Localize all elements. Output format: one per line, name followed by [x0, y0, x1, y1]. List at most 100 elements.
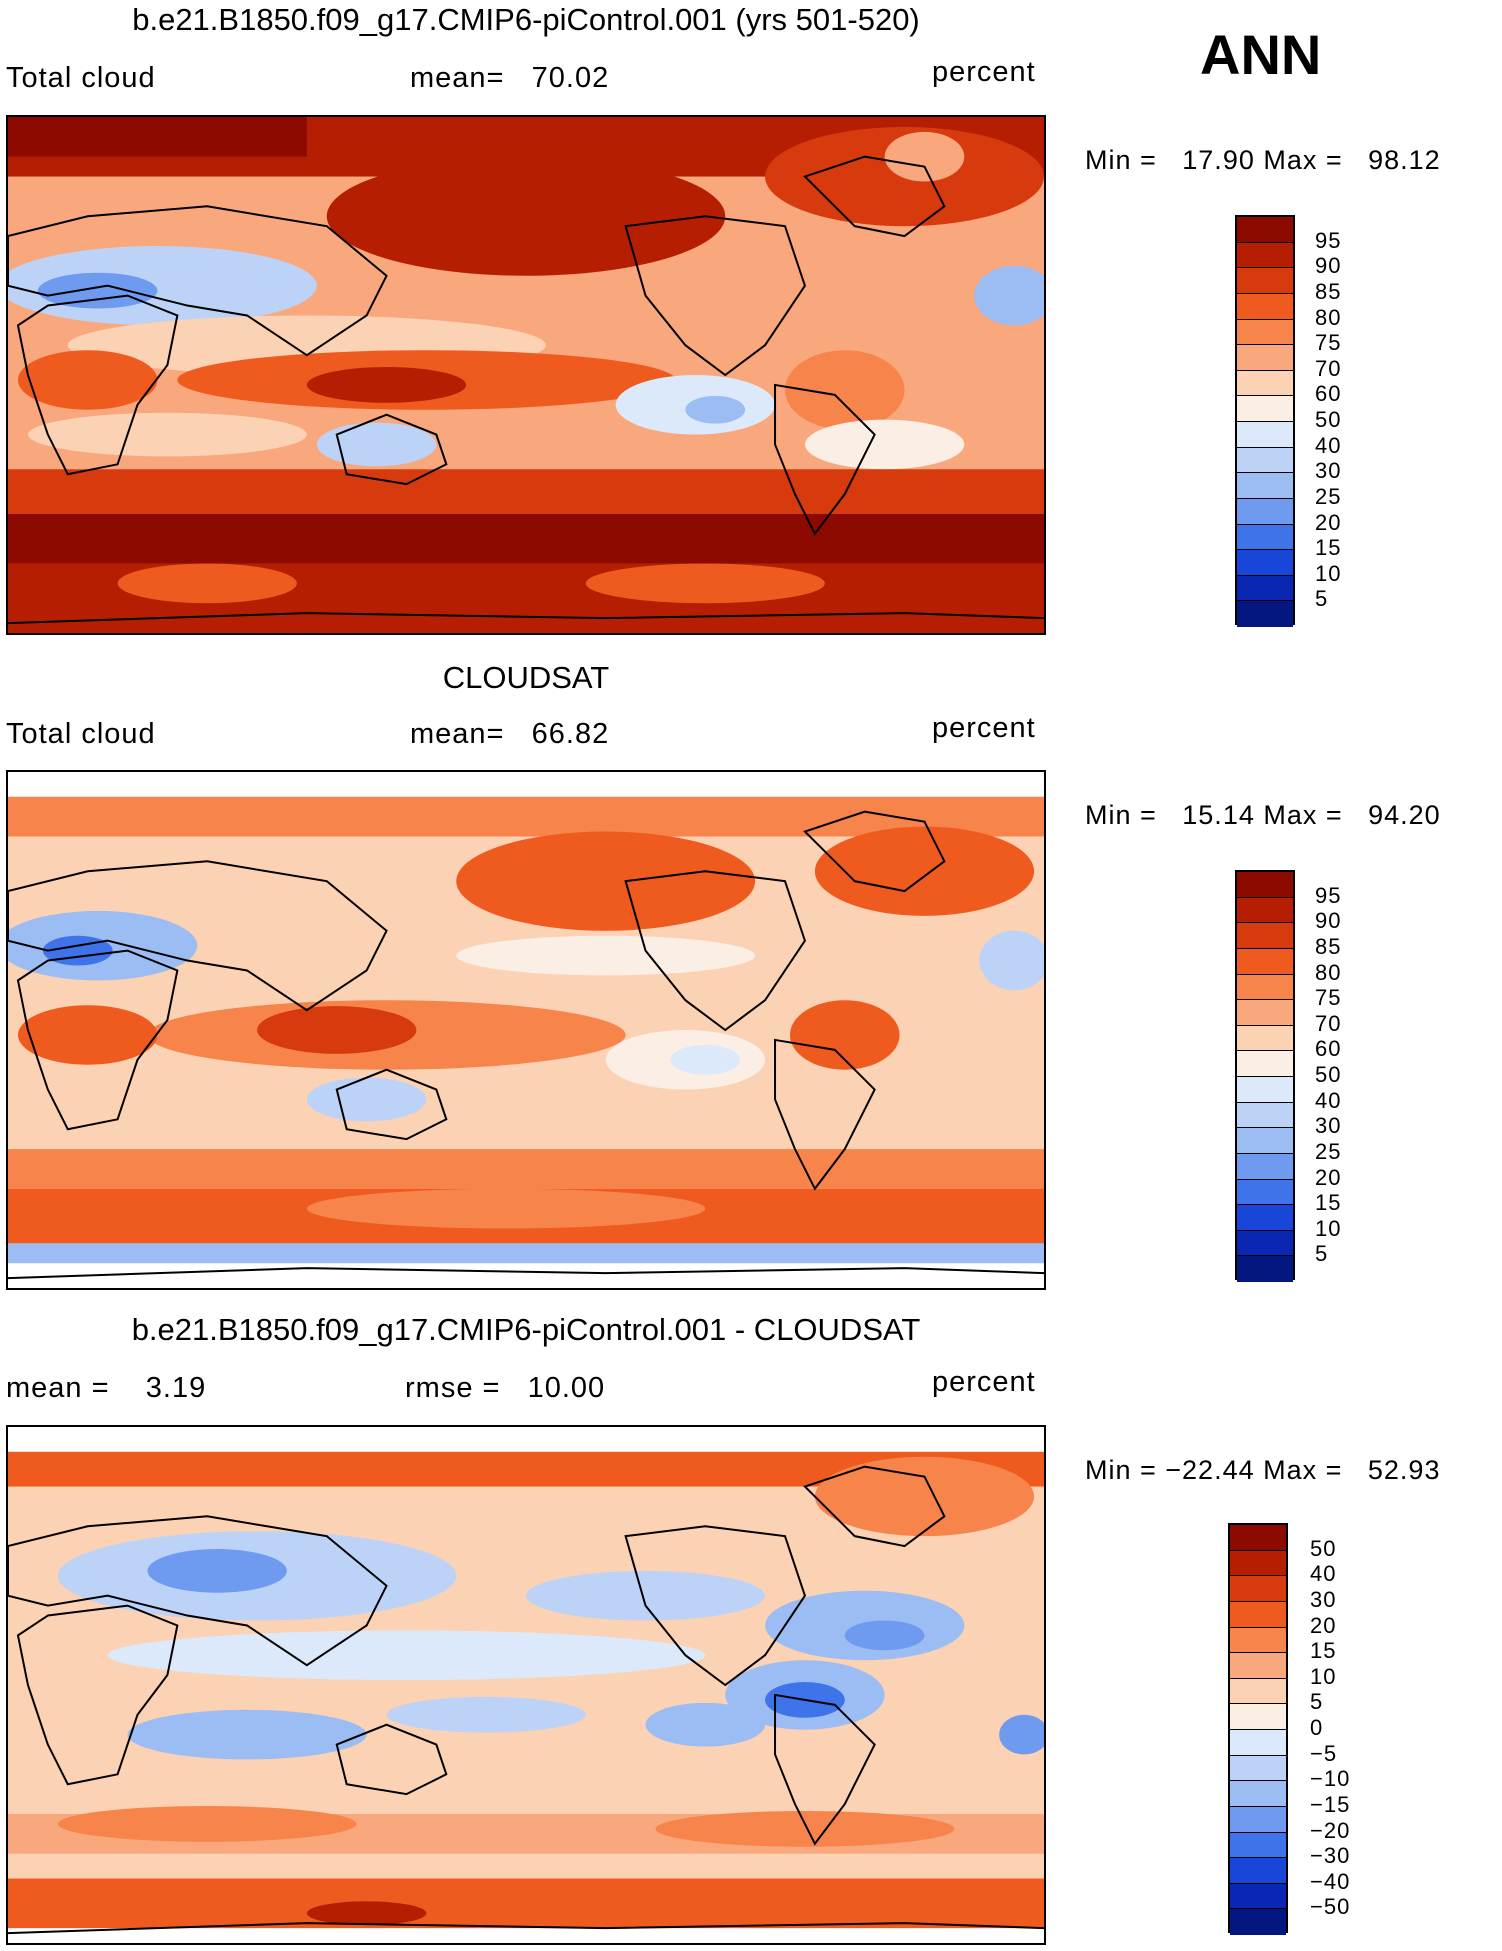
colorbar-tick-label: 50	[1315, 1062, 1342, 1087]
colorbar-swatch	[1230, 1909, 1286, 1935]
colorbar-swatch	[1237, 575, 1293, 602]
colorbar-tick-label: 30	[1310, 1586, 1337, 1612]
panel3-colorbar	[1228, 1523, 1288, 1935]
colorbar-tick-label: 70	[1315, 355, 1342, 381]
colorbar-swatch	[1237, 1051, 1293, 1077]
colorbar-swatch	[1237, 319, 1293, 346]
colorbar-swatch	[1237, 447, 1293, 474]
panel1-minmax: Min = 17.90 Max = 98.12	[1085, 145, 1441, 175]
colorbar-tick-label: 20	[1310, 1612, 1337, 1638]
colorbar-swatch	[1230, 1755, 1286, 1782]
eurasia-outline	[8, 205, 388, 357]
panel3-mean-label: mean = 3.19	[6, 1372, 207, 1404]
colorbar-swatch	[1230, 1832, 1286, 1859]
panel2-field-label: Total cloud	[6, 718, 156, 750]
colorbar-tick-label: 40	[1315, 1087, 1342, 1113]
colorbar-swatch	[1230, 1858, 1286, 1884]
colorbar-tick-label: −20	[1310, 1817, 1351, 1843]
colorbar-swatch	[1230, 1525, 1286, 1551]
panel1-field-label: Total cloud	[6, 62, 156, 94]
panel2-units-label: percent	[932, 712, 1036, 744]
colorbar-swatch	[1230, 1781, 1286, 1807]
colorbar-tick-label: 60	[1315, 381, 1342, 407]
colorbar-tick-label: 25	[1315, 483, 1342, 509]
colorbar-swatch	[1230, 1601, 1286, 1628]
colorbar-tick-label: 60	[1315, 1036, 1342, 1062]
colorbar-swatch	[1230, 1627, 1286, 1654]
colorbar-swatch	[1237, 601, 1293, 627]
colorbar-swatch	[1230, 1653, 1286, 1679]
colorbar-swatch	[1237, 1128, 1293, 1154]
colorbar-swatch	[1237, 948, 1293, 975]
panel1-units-label: percent	[932, 56, 1036, 88]
colorbar-swatch	[1237, 498, 1293, 525]
panel1-contour-map	[8, 117, 1044, 633]
colorbar-tick-label: 40	[1310, 1561, 1337, 1587]
colorbar-tick-label: 0	[1310, 1715, 1324, 1740]
greenland-outline	[803, 155, 946, 238]
colorbar-tick-label: 10	[1315, 560, 1342, 586]
colorbar-swatch	[1237, 923, 1293, 949]
colorbar-swatch	[1230, 1576, 1286, 1602]
colorbar-tick-label: 50	[1315, 407, 1342, 432]
panel2-minmax: Min = 15.14 Max = 94.20	[1085, 800, 1441, 830]
colorbar-tick-label: 20	[1315, 1164, 1342, 1190]
colorbar-tick-label: −30	[1310, 1843, 1351, 1869]
colorbar-tick-label: 80	[1315, 304, 1342, 330]
colorbar-swatch	[1237, 524, 1293, 551]
colorbar-swatch	[1237, 217, 1293, 243]
colorbar-swatch	[1237, 370, 1293, 397]
colorbar-swatch	[1237, 974, 1293, 1001]
panel2-title: CLOUDSAT	[442, 660, 610, 695]
colorbar-swatch	[1230, 1883, 1286, 1910]
colorbar-tick-label: 95	[1315, 882, 1342, 908]
colorbar-tick-label: 10	[1310, 1663, 1337, 1689]
panel2-map	[6, 770, 1046, 1290]
colorbar-tick-label: 15	[1315, 1190, 1342, 1216]
panel1-map	[6, 115, 1046, 635]
panel1-title: b.e21.B1850.f09_g17.CMIP6-piControl.001 …	[132, 2, 920, 37]
colorbar-tick-label: −40	[1310, 1868, 1351, 1894]
colorbar-tick-label: 25	[1315, 1138, 1342, 1164]
colorbar-swatch	[1237, 293, 1293, 320]
colorbar-swatch	[1230, 1730, 1286, 1756]
panel2-contour-map	[8, 796, 1044, 1280]
africa-outline	[16, 294, 179, 476]
colorbar-tick-label: 85	[1315, 933, 1342, 959]
colorbar-swatch	[1237, 473, 1293, 499]
colorbar-tick-label: 90	[1315, 253, 1342, 279]
colorbar-swatch	[1237, 396, 1293, 422]
colorbar-tick-label: −5	[1310, 1740, 1338, 1766]
colorbar-swatch	[1237, 550, 1293, 576]
colorbar-tick-label: 50	[1310, 1535, 1337, 1561]
north-america-outline	[624, 215, 807, 377]
colorbar-swatch	[1237, 1077, 1293, 1103]
colorbar-tick-label: 5	[1310, 1689, 1324, 1715]
australia-outline	[335, 413, 448, 486]
colorbar-tick-label: 90	[1315, 908, 1342, 934]
colorbar-swatch	[1237, 1205, 1293, 1231]
panel3-contour-map	[8, 1451, 1044, 1935]
colorbar-swatch	[1230, 1550, 1286, 1577]
colorbar-tick-label: 85	[1315, 278, 1342, 304]
colorbar-swatch	[1237, 1179, 1293, 1206]
season-label: ANN	[1200, 23, 1322, 86]
colorbar-swatch	[1237, 872, 1293, 898]
colorbar-swatch	[1237, 422, 1293, 448]
colorbar-swatch	[1237, 1153, 1293, 1180]
panel3-title: b.e21.B1850.f09_g17.CMIP6-piControl.001 …	[131, 1312, 921, 1347]
colorbar-swatch	[1237, 1230, 1293, 1257]
colorbar-tick-label: 75	[1315, 330, 1342, 356]
colorbar-tick-label: 15	[1310, 1638, 1337, 1664]
colorbar-tick-label: 40	[1315, 432, 1342, 458]
colorbar-swatch	[1237, 1102, 1293, 1129]
colorbar-swatch	[1230, 1806, 1286, 1833]
colorbar-swatch	[1237, 268, 1293, 294]
colorbar-tick-label: 15	[1315, 535, 1342, 561]
colorbar-tick-label: 30	[1315, 1113, 1342, 1139]
panel3-map	[6, 1425, 1046, 1945]
colorbar-swatch	[1237, 345, 1293, 371]
panel2-mean-label: mean= 66.82	[410, 718, 610, 750]
colorbar-tick-label: 70	[1315, 1010, 1342, 1036]
panel3-minmax: Min = −22.44 Max = 52.93	[1085, 1455, 1441, 1485]
